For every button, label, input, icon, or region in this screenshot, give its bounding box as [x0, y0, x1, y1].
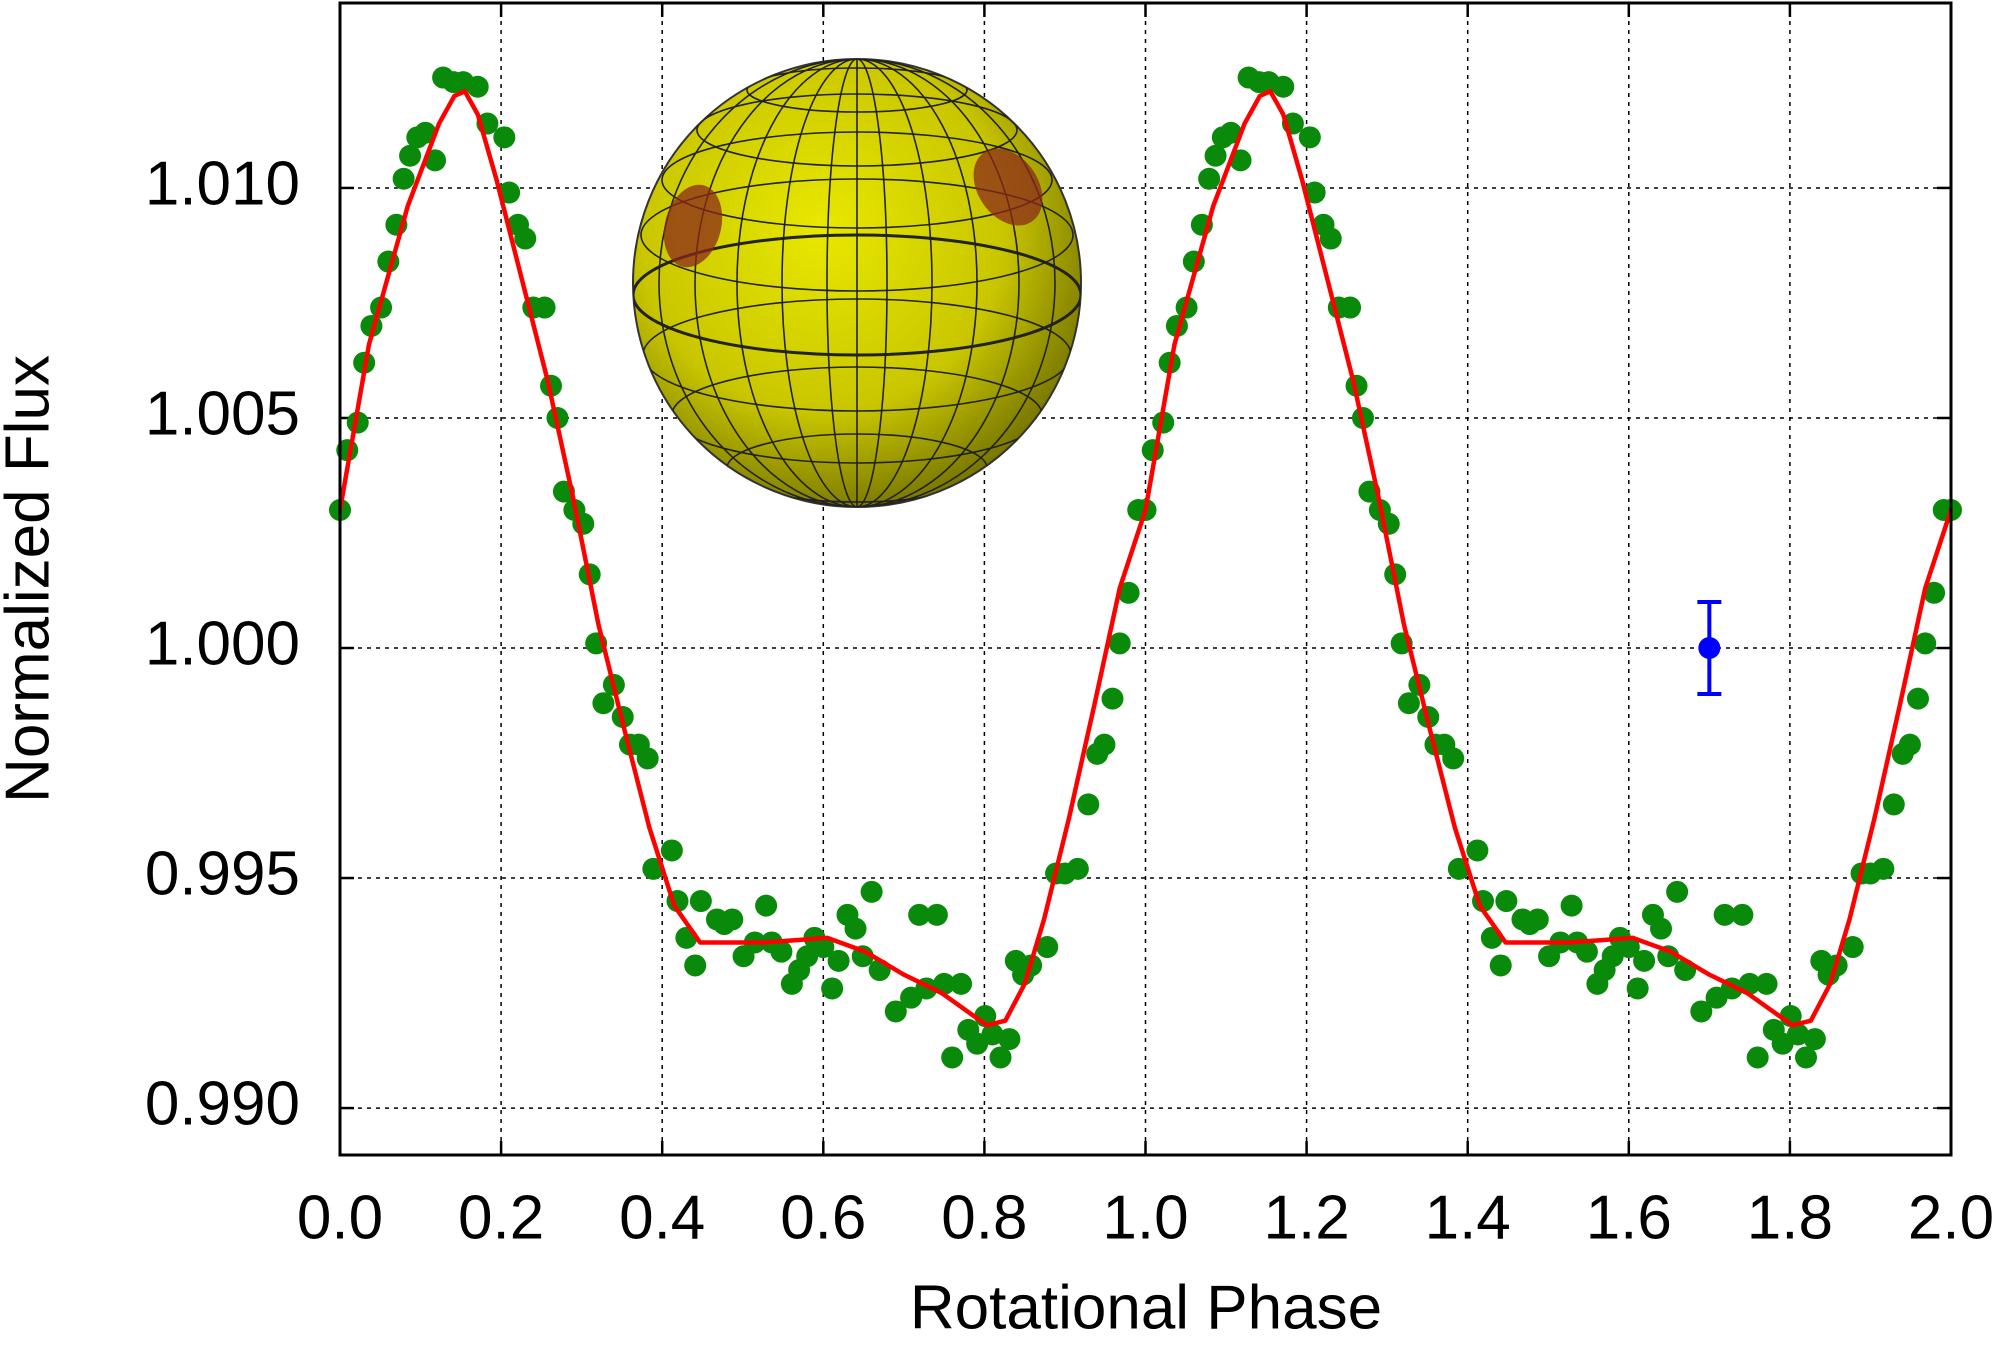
data-point [1298, 126, 1321, 149]
data-point [844, 917, 867, 940]
data-point [821, 977, 844, 1000]
data-point [1633, 949, 1656, 972]
data-point [684, 954, 707, 977]
x-tick-label: 0.2 [458, 1183, 544, 1252]
data-point [1731, 903, 1754, 926]
plot-frame [338, 1, 1953, 1157]
data-point [1489, 954, 1512, 977]
data-point [1690, 1000, 1713, 1023]
data-point [1914, 632, 1937, 655]
data-point [1755, 972, 1778, 995]
x-tick-label: 1.2 [1263, 1183, 1349, 1252]
x-tick-label: 2.0 [1908, 1183, 1994, 1252]
y-tick-label: 0.995 [145, 839, 300, 908]
data-point [1560, 894, 1583, 917]
data-point [1272, 75, 1295, 98]
data-point [592, 692, 615, 715]
data-point [1898, 733, 1921, 756]
data-point [1803, 1028, 1826, 1051]
data-point [981, 1023, 1004, 1046]
data-point [414, 121, 437, 144]
data-point [812, 936, 835, 959]
x-tick-label: 1.6 [1586, 1183, 1672, 1252]
data-point [1795, 1046, 1818, 1069]
data-point [1319, 227, 1342, 250]
x-tick-label: 1.4 [1425, 1183, 1511, 1252]
x-axis-label: Rotational Phase [910, 1273, 1382, 1342]
data-point [1117, 581, 1140, 604]
data-point [1841, 936, 1864, 959]
data-point [1617, 936, 1640, 959]
data-point [796, 945, 819, 968]
data-point [392, 167, 415, 190]
data-point [721, 908, 744, 931]
x-tick-label: 0.6 [780, 1183, 866, 1252]
data-point [908, 903, 931, 926]
data-point [466, 75, 489, 98]
x-tick-label: 1.8 [1747, 1183, 1833, 1252]
star-illustration [632, 58, 1082, 508]
data-point [1872, 857, 1895, 880]
data-point [1108, 632, 1131, 655]
y-axis-label: Normalized Flux [0, 355, 62, 803]
y-tick-label: 1.010 [145, 149, 300, 218]
error-point [1698, 637, 1721, 660]
y-tick-label: 1.005 [145, 379, 300, 448]
data-point [493, 126, 516, 149]
data-point [1882, 793, 1905, 816]
data-point [941, 1046, 964, 1069]
data-point [1066, 857, 1089, 880]
data-point [636, 747, 659, 770]
data-point [1101, 687, 1124, 710]
data-point [1339, 296, 1362, 319]
x-tick-label: 0.0 [297, 1183, 383, 1252]
data-point [989, 1046, 1012, 1069]
data-point [533, 296, 556, 319]
data-point [827, 949, 850, 972]
x-tick-label: 0.4 [619, 1183, 705, 1252]
plot-area: 0.0 0.2 0.4 0.6 0.8 1.0 1.2 1.4 1.6 1.8 2.0 0.990 0.… [145, 1, 1994, 1252]
data-point [1093, 733, 1116, 756]
data-point [1219, 121, 1242, 144]
data-point [1526, 908, 1549, 931]
data-point [514, 227, 537, 250]
data-point [1786, 1023, 1809, 1046]
data-point [1077, 793, 1100, 816]
data-point [1466, 839, 1489, 862]
x-tick-label: 0.8 [941, 1183, 1027, 1252]
data-point [1204, 144, 1227, 167]
data-point [498, 181, 521, 204]
data-point [1303, 181, 1326, 204]
data-point [1626, 977, 1649, 1000]
data-point [1666, 880, 1689, 903]
data-point [689, 890, 712, 913]
model-curve [337, 89, 1954, 1028]
data-point [1442, 747, 1465, 770]
data-point [1198, 167, 1221, 190]
data-point [1495, 890, 1518, 913]
data-point [1397, 692, 1420, 715]
data-point [998, 1028, 1021, 1051]
x-tick-label: 1.0 [1102, 1183, 1188, 1252]
data-point [860, 880, 883, 903]
data-point [755, 894, 778, 917]
data-point [925, 903, 948, 926]
data-point [770, 940, 793, 963]
data-point [660, 839, 683, 862]
data-point [884, 1000, 907, 1023]
data-point [950, 972, 973, 995]
data-point [1713, 903, 1736, 926]
y-tick-label: 1.000 [145, 609, 300, 678]
y-tick-label: 0.990 [145, 1069, 300, 1138]
data-point [1575, 940, 1598, 963]
data-point [1906, 687, 1929, 710]
data-point [1601, 945, 1624, 968]
data-point [1746, 1046, 1769, 1069]
data-point [1650, 917, 1673, 940]
data-point [1036, 936, 1059, 959]
data-point [399, 144, 422, 167]
data-point [1923, 581, 1946, 604]
